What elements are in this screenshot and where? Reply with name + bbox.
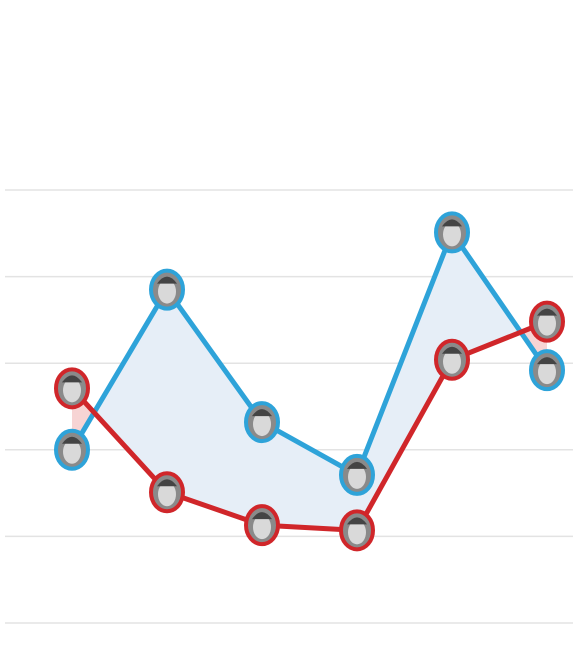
hair (537, 308, 557, 316)
gap-area (94, 289, 167, 493)
hair (347, 517, 367, 525)
candidate-marker (529, 349, 565, 392)
candidate-marker (339, 453, 375, 496)
series-line (69, 229, 550, 478)
hair (252, 512, 272, 520)
face (538, 360, 556, 385)
gap-area (452, 232, 521, 360)
candidate-marker (149, 268, 185, 311)
hair (62, 375, 82, 383)
gap-area (262, 422, 357, 531)
face (63, 378, 81, 403)
gap-area (357, 232, 452, 531)
face (63, 439, 81, 464)
face (348, 464, 366, 489)
face (443, 222, 461, 247)
hair (442, 219, 462, 227)
hair (442, 346, 462, 354)
candidate-marker (339, 509, 375, 552)
face (158, 482, 176, 507)
hair (347, 461, 367, 469)
candidate-marker (529, 300, 565, 343)
candidate-marker (54, 367, 90, 410)
candidate-marker (244, 401, 280, 444)
face (158, 279, 176, 304)
hair (62, 436, 82, 444)
candidate-marker (434, 338, 470, 381)
hair (537, 357, 557, 365)
candidate-marker (54, 428, 90, 471)
candidate-marker (434, 211, 470, 254)
candidate-marker (244, 504, 280, 547)
hair (157, 276, 177, 284)
hair (252, 409, 272, 417)
gap-area (167, 289, 262, 526)
face (253, 412, 271, 437)
face (253, 515, 271, 540)
face (443, 349, 461, 374)
candidate-marker (149, 471, 185, 514)
face (538, 311, 556, 336)
face (348, 520, 366, 545)
hair (157, 479, 177, 487)
